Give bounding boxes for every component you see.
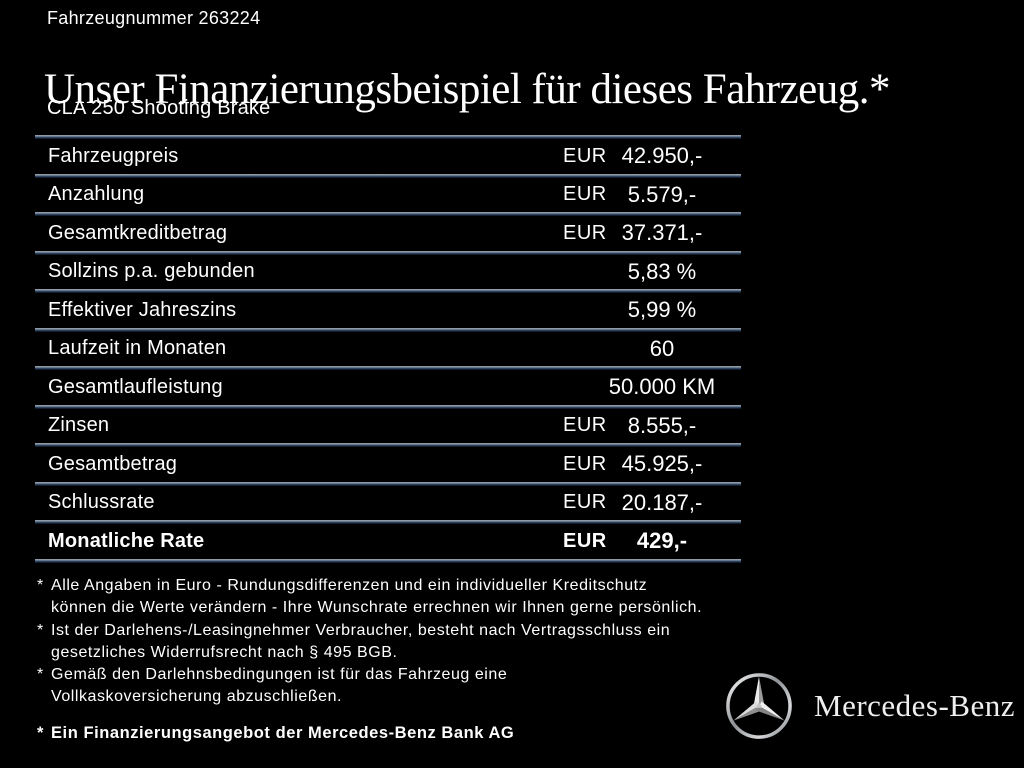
mercedes-star-icon [724,671,794,741]
table-divider [35,250,741,255]
row-label: Gesamtlaufleistung [48,375,223,398]
footnote: * Alle Angaben in Euro - Rundungsdiffere… [37,575,702,620]
table-row: Sollzins p.a. gebunden 5,83 % [35,255,741,290]
table-row: Laufzeit in Monaten 60 [35,332,741,367]
financing-offer-note: * Ein Finanzierungsangebot der Mercedes-… [37,724,514,743]
brand-logo: Mercedes-Benz [724,671,1015,741]
financing-table: Fahrzeugpreis EUR 42.950,- Anzahlung EUR… [35,135,741,563]
row-value: 429,- [636,528,688,554]
table-divider [35,327,741,332]
table-divider [35,289,741,293]
footnotes: * Alle Angaben in Euro - Rundungsdiffere… [37,575,702,709]
row-currency: EUR [563,491,607,514]
row-currency: EUR [563,183,607,206]
row-currency: EUR [563,144,607,167]
table-row: Effektiver Jahreszins 5,99 % [35,293,741,328]
table-row-monthly-rate: Monatliche Rate EUR 429,- [35,524,741,559]
table-row: Gesamtlaufleistung 50.000 KM [35,370,741,405]
table-row: Schlussrate EUR 20.187,- [35,486,741,521]
row-value: 5,99 % [627,297,697,323]
row-value: 45.925,- [621,451,703,477]
table-row: Gesamtbetrag EUR 45.925,- [35,447,741,482]
table-divider [35,558,741,563]
vehicle-model: CLA 250 Shooting Brake [47,97,271,119]
row-label: Fahrzeugpreis [48,144,179,167]
row-currency: EUR [563,414,607,437]
table-divider [35,443,741,447]
footnote-marker: * [37,577,44,594]
row-value: 20.187,- [621,489,703,515]
footnote-line: Alle Angaben in Euro - Rundungsdifferenz… [51,577,648,594]
row-value: 42.950,- [621,143,703,169]
footnote-line: können die Werte verändern - Ihre Wunsch… [51,599,703,617]
row-label: Monatliche Rate [48,529,205,552]
page-title: Unser Finanzierungsbeispiel für dieses F… [44,65,891,113]
table-divider [35,366,741,370]
row-value: 5.579,- [627,181,697,207]
vehicle-number: Fahrzeugnummer 263224 [47,8,261,28]
row-label: Sollzins p.a. gebunden [48,260,255,283]
footnote-line: Ist der Darlehens-/Leasingnehmer Verbrau… [51,621,671,639]
footnote-line: gesetzliches Widerrufsrecht nach § 495 B… [51,643,398,661]
table-divider [35,212,741,216]
table-row: Anzahlung EUR 5.579,- [35,178,741,213]
footnote-marker: * [37,666,44,684]
row-currency: EUR [563,529,607,552]
row-value: 50.000 KM [608,374,716,400]
table-row: Fahrzeugpreis EUR 42.950,- [35,139,741,174]
row-currency: EUR [563,221,607,244]
table-divider [35,481,741,486]
footnote-marker: * [37,621,44,639]
row-value: 5,83 % [627,258,697,284]
table-divider [35,135,741,139]
financing-offer-text: Ein Finanzierungsangebot der Mercedes-Be… [51,724,515,742]
row-label: Schlussrate [48,491,155,514]
footnote-line: Gemäß den Darlehnsbedingungen ist für da… [51,666,508,684]
row-value: 37.371,- [621,220,703,246]
table-divider [35,404,741,409]
table-divider [35,520,741,524]
footnote-marker: * [37,724,44,742]
footnote: * Ist der Darlehens-/Leasingnehmer Verbr… [37,620,702,665]
row-label: Zinsen [48,414,110,437]
footnote-line: Vollkaskoversicherung abzuschließen. [51,688,343,706]
table-divider [35,173,741,178]
row-value: 8.555,- [627,412,697,438]
row-label: Gesamtbetrag [48,452,178,475]
footnote: * Gemäß den Darlehnsbedingungen ist für … [37,664,702,709]
row-value: 60 [649,335,675,361]
row-label: Anzahlung [48,183,145,206]
row-currency: EUR [563,452,607,475]
row-label: Gesamtkreditbetrag [48,221,228,244]
brand-wordmark: Mercedes-Benz [814,688,1016,723]
table-row: Zinsen EUR 8.555,- [35,409,741,444]
table-row: Gesamtkreditbetrag EUR 37.371,- [35,216,741,251]
row-label: Laufzeit in Monaten [48,337,227,360]
row-label: Effektiver Jahreszins [48,298,237,321]
